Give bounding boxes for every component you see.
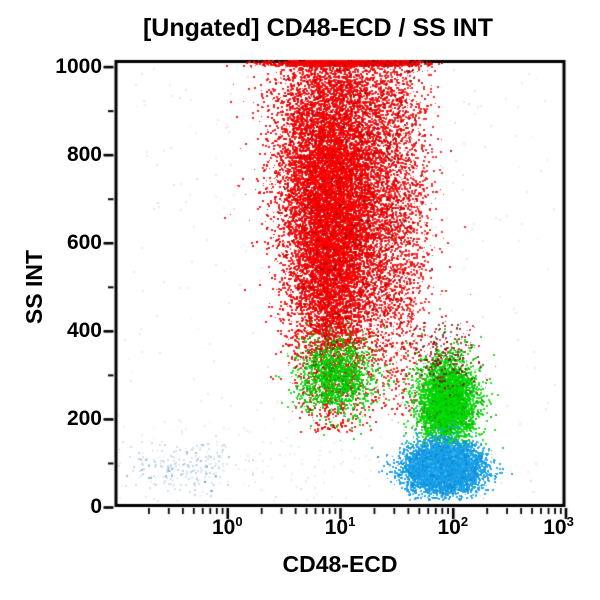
y-tick-label: 0 — [90, 495, 102, 518]
y-tick-label: 1000 — [55, 54, 102, 78]
x-tick-label: 101 — [324, 514, 356, 539]
x-tick-label: 100 — [211, 514, 243, 539]
x-tick-label: 102 — [437, 514, 469, 539]
y-tick-label: 600 — [66, 230, 102, 254]
y-tick-label: 400 — [66, 318, 102, 342]
chart-title: [Ungated] CD48-ECD / SS INT — [142, 14, 494, 42]
x-tick-label: 103 — [543, 514, 574, 539]
y-tick-label: 200 — [66, 406, 102, 430]
x-axis-label: CD48-ECD — [282, 551, 398, 577]
y-tick-label: 800 — [66, 142, 102, 166]
